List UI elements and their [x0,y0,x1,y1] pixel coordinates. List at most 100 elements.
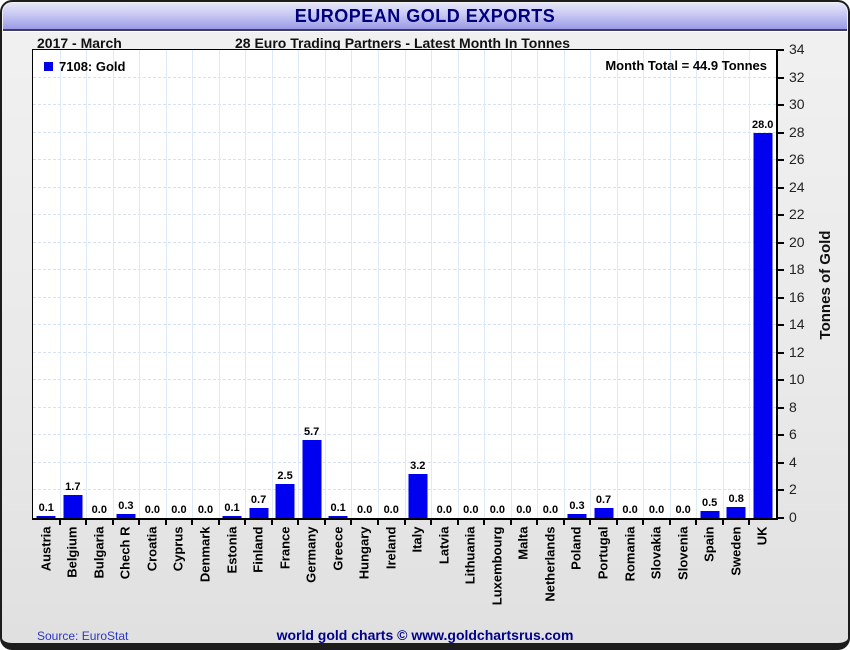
grid-line-vertical [537,50,539,518]
y-axis-tick [778,131,784,134]
y-axis-tick [778,461,784,464]
bar-value-label: 0.5 [702,497,718,509]
bar [567,514,587,518]
bar-slot: 0.0 [670,50,697,518]
x-axis-tick [111,520,114,525]
y-tick-label: 34 [789,41,805,57]
page-title: EUROPEAN GOLD EXPORTS [294,5,556,26]
grid-line-vertical [218,50,220,518]
x-axis-tick [85,520,88,525]
country-label: Denmark [197,526,213,582]
grid-line-vertical [484,50,486,518]
bar-value-label: 0.1 [330,502,346,514]
country-label: Portugal [595,526,611,579]
grid-line-vertical [722,50,724,518]
bar [753,133,773,518]
bar-slot: 0.3 [564,50,591,518]
y-tick-label: 10 [789,371,805,388]
x-axis-tick [297,520,300,525]
bar [222,516,242,518]
bar-slot: 0.0 [458,50,485,518]
bar [116,514,136,518]
y-tick-label: 2 [789,481,797,498]
x-axis-tick [483,520,486,525]
y-axis-tick [778,49,784,51]
y-tick-label: 22 [789,206,805,223]
y-tick-label: 12 [789,343,805,360]
source-label: Source: EuroStat [37,629,129,643]
x-axis-tick [430,520,433,525]
y-tick-label: 0 [789,509,797,525]
x-axis-tick [642,520,645,525]
bar [36,516,56,518]
grid-line-vertical [457,50,459,518]
country-label: Cyprus [170,526,186,571]
bar-value-label: 0.0 [91,504,107,516]
bar-slot: 0.5 [696,50,723,518]
bar [328,516,348,518]
country-label: Netherlands [542,526,558,602]
country-label: France [277,526,293,569]
country-label: Ireland [383,526,399,569]
bar-value-label: 0.0 [436,504,452,516]
y-axis-tick [778,214,784,217]
y-axis-tick [778,76,784,79]
x-axis-tick [244,520,247,525]
bar-value-label: 3.2 [410,460,426,472]
grid-line-vertical [669,50,671,518]
legend-swatch-icon [44,62,53,71]
grid-line-vertical [86,50,88,518]
x-axis-tick [562,520,565,525]
bar-slot: 0.3 [113,50,140,518]
bar-slot: 0.0 [166,50,193,518]
country-label: Belgium [64,526,80,578]
y-tick-label: 26 [789,151,805,168]
legend-series-label: 7108: Gold [59,59,126,74]
bar-slot: 0.0 [86,50,113,518]
country-label: UK [754,526,770,545]
period-label: 2017 - March [37,35,122,51]
y-tick-label: 4 [789,453,797,470]
grid-line-vertical [245,50,247,518]
y-axis-tick [778,324,784,327]
chart-subtitle: 28 Euro Trading Partners - Latest Month … [235,35,571,51]
x-axis-tick [138,520,141,525]
grid-line-vertical [510,50,512,518]
y-tick-label: 28 [789,123,805,140]
bar-value-label: 0.3 [118,500,134,512]
bar-slot: 0.8 [723,50,750,518]
y-axis-tick [778,269,784,272]
bar-slot: 0.1 [33,50,60,518]
bar-value-label: 0.1 [224,502,240,514]
grid-line-vertical [377,50,379,518]
country-label: Luxembourg [489,526,505,605]
y-axis: 0 2 4 6 8 10 12 14 16 18 20 22 24 26 28 30 32 34 [778,41,848,525]
bar-value-label: 0.1 [38,502,54,514]
y-tick-label: 6 [789,426,797,443]
bar-value-label: 0.0 [171,504,187,516]
bar-slot: 0.0 [484,50,511,518]
credit-label: world gold charts © www.goldchartsrus.co… [276,627,574,643]
x-axis: Austria Belgium Bulgaria Chech R Croatia Cypr… [33,520,776,630]
y-tick-label: 32 [789,68,805,85]
bar-value-label: 0.0 [516,504,532,516]
x-axis-tick [695,520,698,525]
bar-slot: 2.5 [272,50,299,518]
country-label: Greece [330,526,346,571]
x-axis-tick [748,520,751,525]
grid-line-vertical [431,50,433,518]
bar-slot: 1.7 [60,50,87,518]
bar-slot: 0.0 [537,50,564,518]
bar-slot: 0.1 [325,50,352,518]
month-total-annotation: Month Total = 44.9 Tonnes [605,58,767,73]
country-label: Hungary [356,526,372,579]
country-label: Lithuania [462,526,478,584]
y-axis-tick [778,241,784,244]
bar-value-label: 0.0 [622,504,638,516]
bar-value-label: 28.0 [752,119,774,131]
bar-value-label: 2.5 [277,470,293,482]
y-axis-tick [778,159,784,162]
x-axis-tick [589,520,592,525]
grid-line-vertical [351,50,353,518]
x-axis-tick [164,520,167,525]
